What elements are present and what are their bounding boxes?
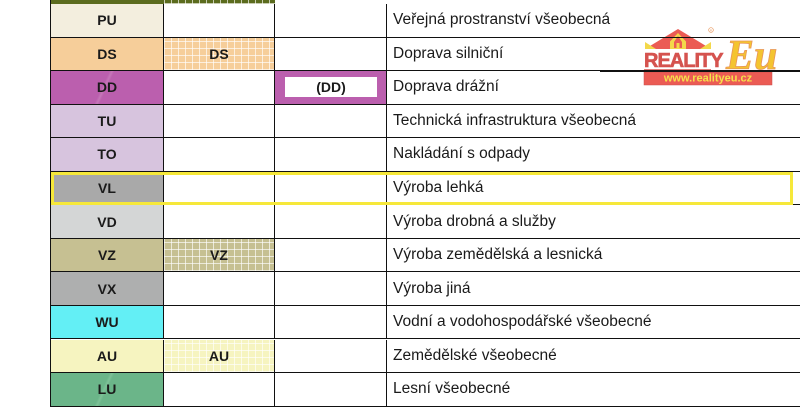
svg-text:www.realityeu.cz: www.realityeu.cz xyxy=(663,73,753,85)
svg-text:REALITY: REALITY xyxy=(644,50,724,72)
